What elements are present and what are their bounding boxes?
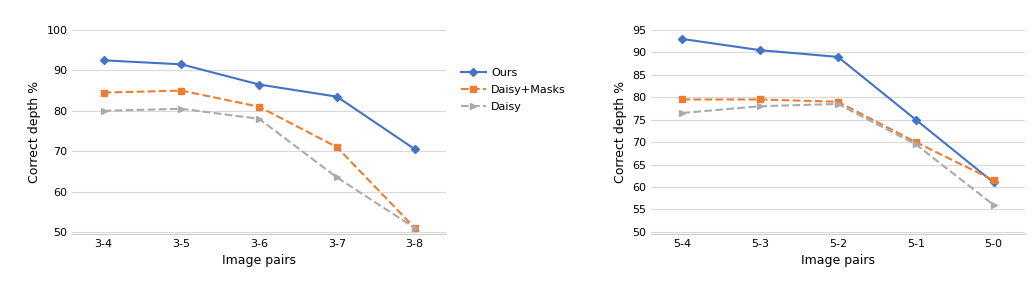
Daisy+Masks — [331, 145, 344, 149]
Daisy — [987, 203, 1000, 207]
Line: Daisy: Daisy — [100, 106, 417, 231]
X-axis label: Image pairs: Image pairs — [223, 254, 296, 267]
Daisy+Masks — [253, 105, 265, 109]
Line: Daisy+Masks: Daisy+Masks — [100, 88, 417, 231]
Daisy+Mask — [676, 98, 688, 101]
Line: Daisy+Mask: Daisy+Mask — [680, 97, 997, 183]
Ours — [175, 62, 187, 66]
Ours — [97, 58, 110, 62]
Daisy+Mask — [832, 100, 845, 103]
Legend: Ours, Daisy+Masks, Daisy: Ours, Daisy+Masks, Daisy — [459, 66, 568, 114]
Daisy — [753, 104, 766, 108]
Daisy — [97, 109, 110, 112]
Ours — [987, 181, 1000, 184]
Daisy+Masks — [175, 89, 187, 92]
Daisy+Masks — [409, 226, 421, 230]
Daisy+Mask — [753, 98, 766, 101]
Daisy — [910, 142, 922, 146]
Ours — [832, 55, 845, 59]
Daisy — [253, 117, 265, 121]
Ours — [409, 147, 421, 151]
Ours — [253, 83, 265, 86]
Daisy — [331, 176, 344, 179]
Daisy — [175, 107, 187, 111]
Ours — [753, 48, 766, 52]
Daisy+Masks — [97, 91, 110, 94]
Ours — [676, 37, 688, 41]
Line: Ours: Ours — [100, 58, 417, 152]
Daisy+Mask — [987, 178, 1000, 182]
Daisy — [832, 102, 845, 106]
Ours — [910, 118, 922, 122]
Y-axis label: Correct depth %: Correct depth % — [28, 81, 41, 183]
Ours — [331, 95, 344, 98]
Daisy+Mask — [910, 140, 922, 144]
Daisy — [409, 226, 421, 230]
X-axis label: Image pairs: Image pairs — [801, 254, 875, 267]
Line: Ours: Ours — [680, 36, 997, 185]
Daisy — [676, 111, 688, 115]
Line: Daisy: Daisy — [680, 101, 997, 208]
Y-axis label: Correct depth %: Correct depth % — [614, 81, 627, 183]
